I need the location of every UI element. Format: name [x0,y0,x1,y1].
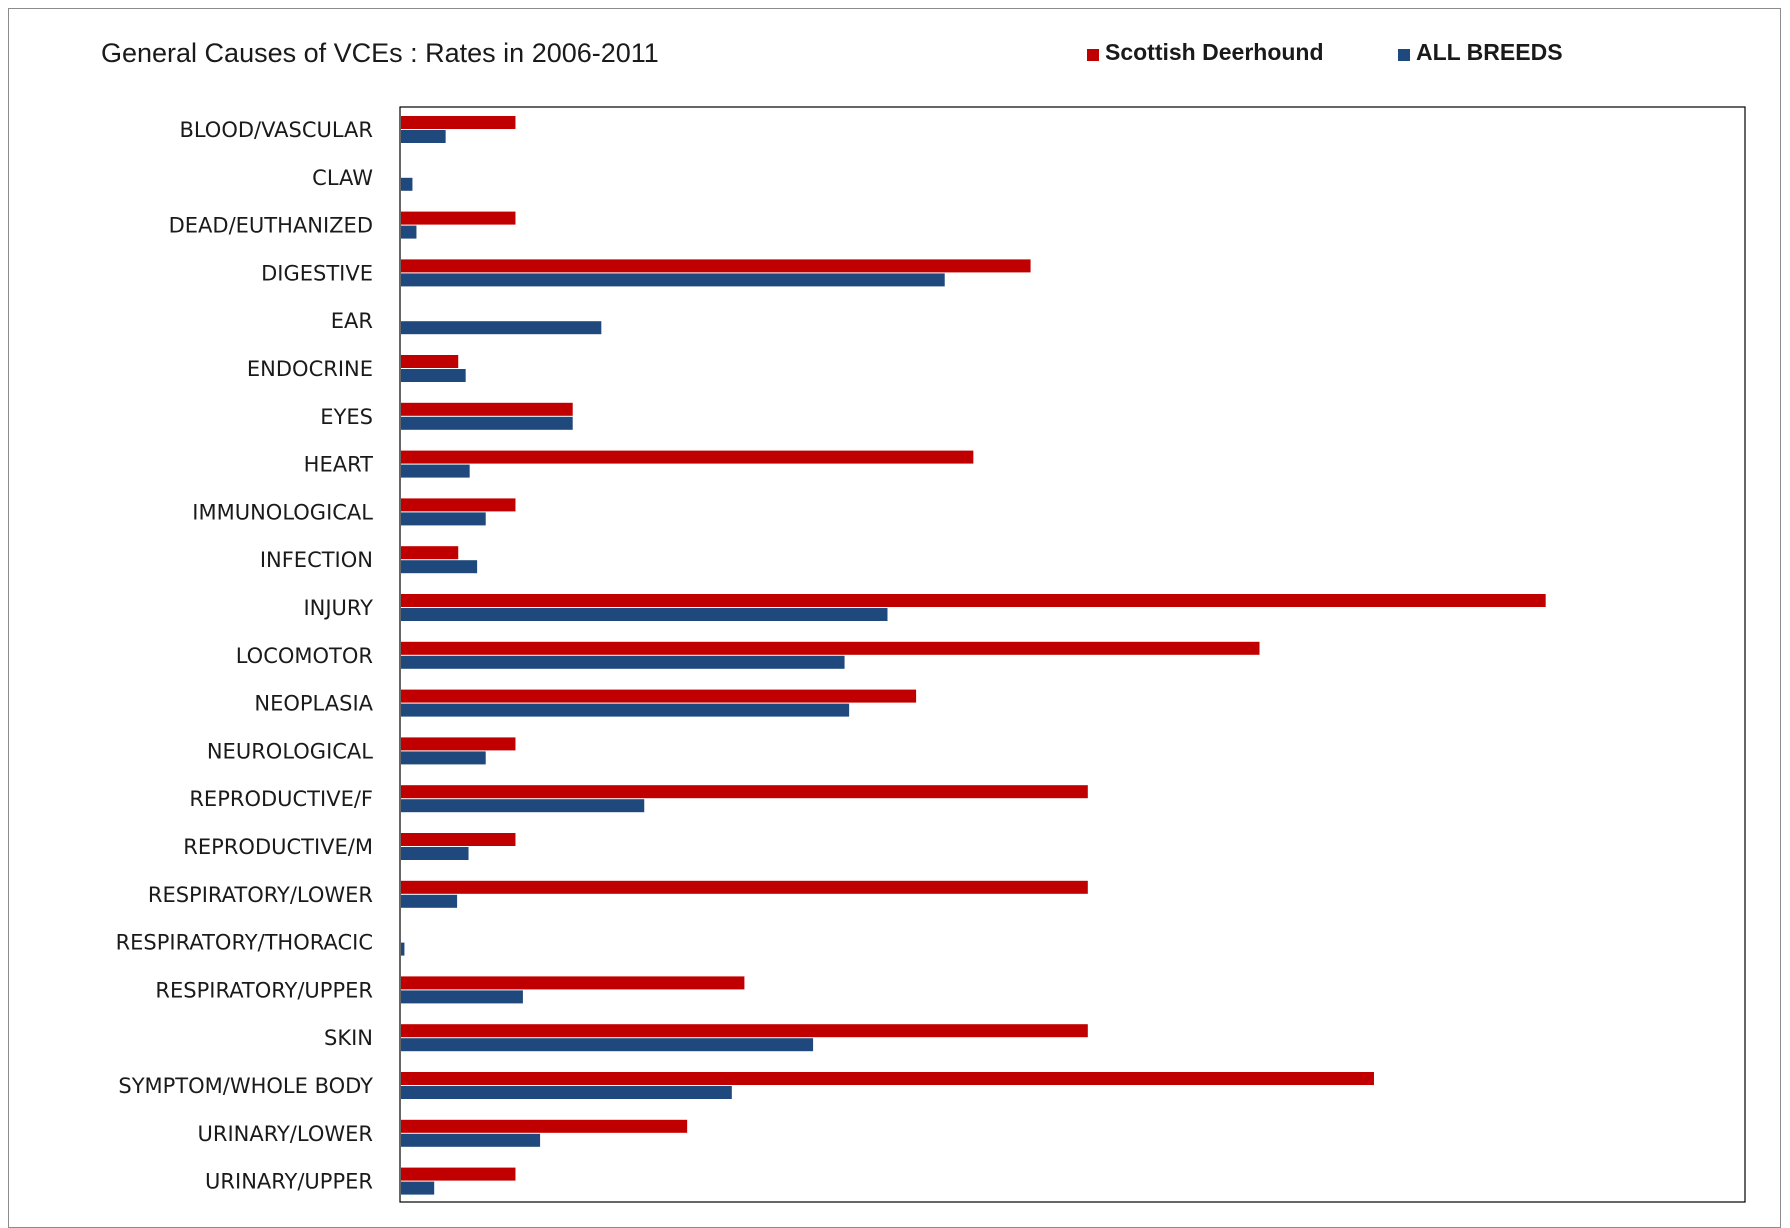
bar-all-breeds-immunological [401,512,486,526]
category-label-reproductive-m: REPRODUCTIVE/M [183,835,373,859]
bar-scottish-deerhound-immunological [401,498,516,512]
bar-all-breeds-neurological [401,751,486,765]
category-label-respiratory-thoracic: RESPIRATORY/THORACIC [116,931,373,955]
bar-scottish-deerhound-respiratory-lower [401,880,1088,894]
bar-all-breeds-reproductive-m [401,847,469,860]
bar-all-breeds-symptom-whole-body [401,1086,732,1099]
bar-all-breeds-endocrine [401,369,466,382]
category-label-neoplasia: NEOPLASIA [254,692,373,716]
bar-scottish-deerhound-reproductive-m [401,833,516,846]
category-label-neurological: NEUROLOGICAL [207,739,373,763]
bar-scottish-deerhound-digestive [401,259,1031,273]
chart-title: General Causes of VCEs : Rates in 2006-2… [101,38,659,68]
category-labels: BLOOD/VASCULAR CLAW DEAD/EUTHANIZED DIGESTI… [116,118,374,1194]
bar-all-breeds-skin [401,1038,814,1052]
category-label-digestive: DIGESTIVE [261,261,373,285]
category-label-ear: EAR [331,309,373,333]
category-label-respiratory-upper: RESPIRATORY/UPPER [155,978,373,1002]
plot-area [399,106,1746,1203]
bar-scottish-deerhound-neoplasia [401,689,917,703]
category-label-respiratory-lower: RESPIRATORY/LOWER [148,883,373,907]
bar-scottish-deerhound-urinary-lower [401,1119,688,1133]
category-label-endocrine: ENDOCRINE [247,357,373,381]
bar-scottish-deerhound-respiratory-upper [401,976,745,990]
bar-all-breeds-dead-euthanized [401,225,417,239]
bar-all-breeds-locomotor [401,655,845,669]
legend: Scottish Deerhound ALL BREEDS [1087,39,1563,65]
category-label-symptom-whole-body: SYMPTOM/WHOLE BODY [118,1074,373,1098]
bar-all-breeds-urinary-lower [401,1133,541,1147]
bar-scottish-deerhound-neurological [401,737,516,751]
bar-all-breeds-eyes [401,416,573,430]
bar-scottish-deerhound-symptom-whole-body [401,1072,1374,1085]
bar-all-breeds-urinary-upper [401,1181,435,1195]
category-label-infection: INFECTION [260,548,373,572]
bars [401,116,1546,1195]
bar-all-breeds-neoplasia [401,703,850,717]
bar-all-breeds-injury [401,608,888,621]
bar-all-breeds-infection [401,560,478,574]
bar-all-breeds-blood-vascular [401,130,446,143]
chart: General Causes of VCEs : Rates in 2006-2… [101,38,1746,1203]
bar-scottish-deerhound-heart [401,450,974,464]
bar-scottish-deerhound-locomotor [401,641,1260,655]
bar-scottish-deerhound-infection [401,546,459,560]
bar-all-breeds-ear [401,321,602,335]
bar-scottish-deerhound-injury [401,594,1546,607]
chart-frame: General Causes of VCEs : Rates in 2006-2… [8,8,1781,1228]
bar-scottish-deerhound-dead-euthanized [401,211,516,225]
category-label-heart: HEART [304,453,373,477]
bar-scottish-deerhound-blood-vascular [401,116,516,129]
legend-label-scottish-deerhound: Scottish Deerhound [1105,39,1324,65]
bar-all-breeds-digestive [401,273,945,287]
category-label-dead-euthanized: DEAD/EUTHANIZED [169,214,373,238]
category-label-injury: INJURY [303,596,373,620]
legend-swatch-all-breeds [1398,49,1410,61]
category-label-reproductive-f: REPRODUCTIVE/F [189,787,373,811]
legend-label-all-breeds: ALL BREEDS [1416,39,1563,65]
category-label-immunological: IMMUNOLOGICAL [192,500,373,524]
bar-all-breeds-heart [401,464,470,478]
legend-swatch-scottish-deerhound [1087,49,1099,61]
category-label-blood-vascular: BLOOD/VASCULAR [179,118,373,142]
bar-scottish-deerhound-reproductive-f [401,785,1088,799]
bar-scottish-deerhound-endocrine [401,355,459,368]
category-label-locomotor: LOCOMOTOR [236,644,373,668]
bar-scottish-deerhound-eyes [401,402,573,416]
category-label-urinary-upper: URINARY/UPPER [205,1170,373,1194]
bar-all-breeds-respiratory-upper [401,990,523,1004]
bar-scottish-deerhound-urinary-upper [401,1167,516,1181]
bar-all-breeds-respiratory-lower [401,894,458,908]
category-label-skin: SKIN [324,1026,373,1050]
bar-all-breeds-claw [401,177,413,191]
bar-scottish-deerhound-skin [401,1024,1088,1038]
category-label-eyes: EYES [320,405,373,429]
category-label-urinary-lower: URINARY/LOWER [198,1122,374,1146]
bar-all-breeds-reproductive-f [401,799,645,813]
bar-all-breeds-respiratory-thoracic [401,942,405,956]
category-label-claw: CLAW [312,166,373,190]
